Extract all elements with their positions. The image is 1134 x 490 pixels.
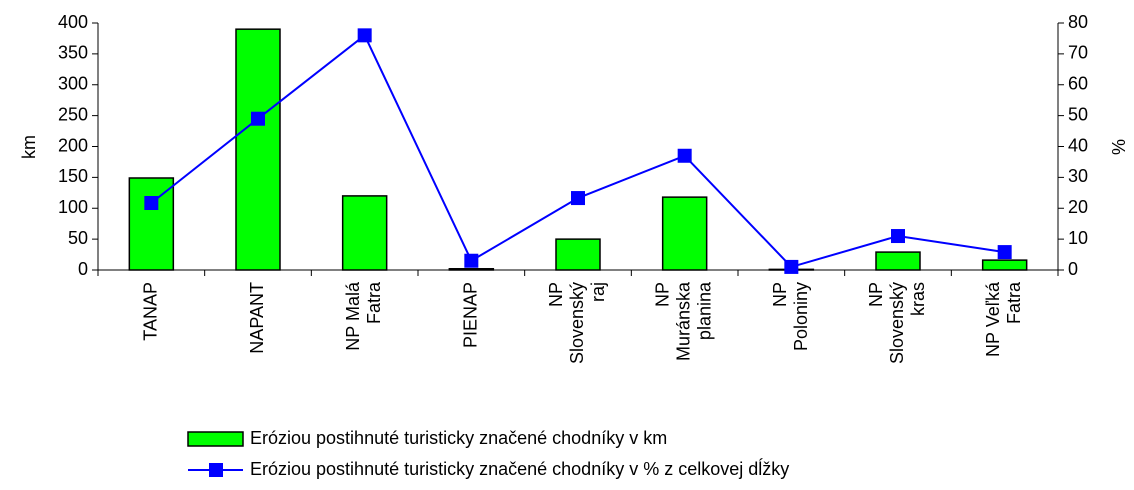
bar [555, 238, 601, 271]
marker [464, 253, 479, 268]
y2-tick-label: 40 [1068, 135, 1088, 155]
x-tick-label: NPPoloniny [770, 282, 811, 351]
y2-tick-label: 0 [1068, 259, 1078, 279]
x-tick-label: PIENAP [460, 282, 480, 348]
y-tick-label: 400 [58, 12, 88, 32]
bar [341, 195, 388, 271]
y2-tick-label: 50 [1068, 104, 1088, 124]
marker [251, 111, 265, 126]
marker [997, 245, 1012, 260]
bar [128, 177, 175, 271]
legend-marker [209, 463, 223, 477]
x-tick-label: NP VeľkáFatra [983, 281, 1024, 357]
legend-swatch [187, 431, 244, 447]
y-tick-label: 300 [58, 74, 88, 94]
y-axis-title: km [19, 135, 39, 159]
x-tick-label: NP MaláFatra [343, 281, 384, 351]
bar [235, 28, 281, 271]
x-tick-label: NPSlovenskýraj [546, 282, 608, 364]
y2-tick-label: 60 [1068, 74, 1088, 94]
legend-label: Eróziou postihnuté turisticky značené ch… [250, 428, 667, 448]
bar [981, 259, 1028, 271]
marker [357, 28, 372, 43]
x-tick-label: TANAP [140, 282, 160, 341]
bar [875, 251, 921, 271]
y-tick-label: 150 [58, 166, 88, 186]
y2-axis-title: % [1109, 139, 1129, 155]
marker [677, 148, 692, 163]
marker [144, 196, 159, 211]
y-tick-label: 250 [58, 104, 88, 124]
legend-label: Eróziou postihnuté turisticky značené ch… [250, 458, 789, 479]
marker [571, 191, 585, 206]
y-tick-label: 0 [78, 259, 88, 279]
y2-tick-label: 20 [1068, 197, 1088, 217]
marker [891, 229, 905, 244]
y-tick-label: 100 [58, 197, 88, 217]
x-tick-label: NAPANT [247, 282, 267, 354]
y-tick-label: 50 [68, 228, 88, 248]
bar [661, 196, 708, 271]
y2-tick-label: 80 [1068, 12, 1088, 32]
y2-tick-label: 10 [1068, 228, 1088, 248]
y-tick-label: 200 [58, 135, 88, 155]
y2-tick-label: 30 [1068, 166, 1088, 186]
marker [784, 259, 799, 274]
y-tick-label: 350 [58, 43, 88, 63]
x-tick-label: NPSlovenskýkras [866, 282, 928, 364]
y2-tick-label: 70 [1068, 43, 1088, 63]
x-tick-label: NPMuránskaplanina [652, 281, 714, 361]
bar [448, 268, 495, 271]
